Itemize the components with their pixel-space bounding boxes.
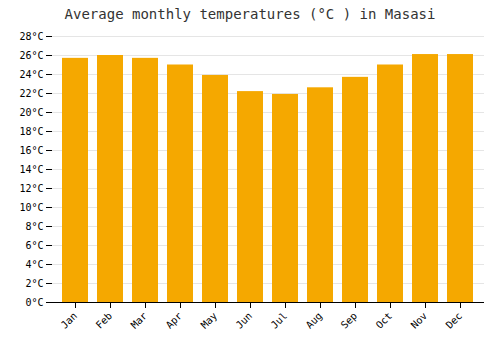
html-text:Average monthly temperatures (: Average monthly temperatures (°C ) in Ma…	[64, 6, 436, 22]
svg-text:28°C: 28°C	[19, 31, 43, 42]
svg-text:0°C: 0°C	[25, 297, 43, 308]
svg-text:Jun: Jun	[234, 310, 255, 331]
svg-text:20°C: 20°C	[19, 107, 43, 118]
svg-text:Jul: Jul	[269, 310, 290, 331]
svg-text:Sep: Sep	[339, 310, 360, 331]
svg-text:4°C: 4°C	[25, 259, 43, 270]
svg-text:8°C: 8°C	[25, 221, 43, 232]
svg-text:Aug: Aug	[304, 310, 325, 331]
svg-text:10°C: 10°C	[19, 202, 43, 213]
svg-text:Feb: Feb	[94, 310, 115, 331]
svg-text:6°C: 6°C	[25, 240, 43, 251]
svg-text:22°C: 22°C	[19, 88, 43, 99]
svg-text:12°C: 12°C	[19, 183, 43, 194]
svg-text:2°C: 2°C	[25, 278, 43, 289]
svg-text:Jan: Jan	[59, 310, 80, 331]
svg-text:Nov: Nov	[409, 310, 430, 331]
svg-text:Dec: Dec	[444, 310, 465, 331]
svg-text:Mar: Mar	[129, 310, 150, 331]
svg-text:14°C: 14°C	[19, 164, 43, 175]
svg-text:Apr: Apr	[164, 310, 185, 331]
svg-text:Oct: Oct	[374, 310, 395, 331]
svg-text:24°C: 24°C	[19, 69, 43, 80]
svg-text:26°C: 26°C	[19, 50, 43, 61]
svg-text:May: May	[199, 310, 220, 331]
svg-text:16°C: 16°C	[19, 145, 43, 156]
svg-text:18°C: 18°C	[19, 126, 43, 137]
